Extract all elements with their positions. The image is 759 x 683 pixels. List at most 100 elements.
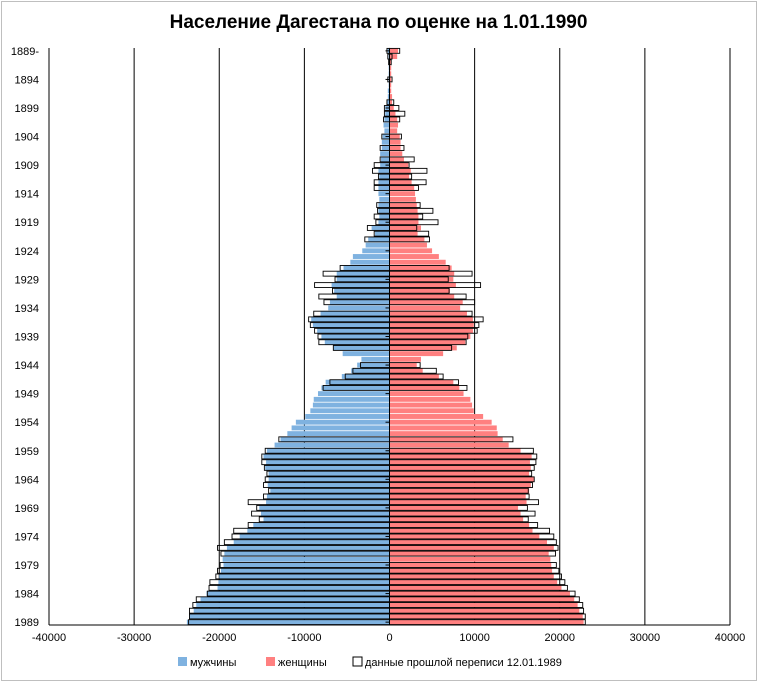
bar-female: [389, 339, 466, 345]
bar-female: [389, 105, 394, 111]
bar-female: [389, 271, 455, 277]
bar-female: [389, 402, 473, 408]
bar-female: [389, 362, 417, 368]
bar-female: [389, 613, 583, 619]
bar-female: [389, 248, 433, 254]
bar-female: [389, 562, 552, 568]
bar-male: [233, 539, 390, 545]
bar-male: [379, 196, 390, 202]
bar-female: [389, 294, 455, 299]
bar-female: [389, 225, 421, 231]
bar-male: [305, 414, 390, 419]
bar-female: [389, 596, 575, 602]
y-tick-label: 1979: [15, 560, 39, 572]
bar-male: [217, 585, 390, 591]
bar-female: [389, 322, 474, 328]
bar-female: [389, 414, 484, 419]
bar-female: [389, 431, 498, 437]
bar-female: [389, 511, 521, 517]
bar-female: [389, 316, 473, 322]
bar-female: [389, 471, 530, 477]
y-tick-label: 1929: [15, 274, 39, 286]
bar-male: [336, 276, 390, 282]
bar-female: [389, 385, 460, 391]
bar-female: [389, 185, 415, 191]
bar-male: [362, 248, 390, 254]
bar-female: [389, 334, 471, 339]
bar-male: [357, 362, 390, 368]
y-tick-label: 1989: [15, 617, 39, 629]
bar-female: [389, 533, 540, 539]
bar-male: [328, 305, 390, 311]
bar-male: [317, 328, 390, 334]
y-tick-label: 1984: [15, 589, 39, 601]
bar-female: [389, 282, 456, 288]
bar-female: [389, 48, 399, 54]
bar-male: [381, 139, 390, 145]
bar-male: [253, 522, 390, 528]
bar-female: [389, 602, 578, 608]
bar-male: [321, 385, 390, 391]
bar-male: [224, 551, 390, 557]
bar-male: [291, 425, 390, 431]
bar-female: [389, 619, 584, 625]
bar-female: [389, 608, 580, 614]
bar-male: [334, 288, 390, 294]
bar-female: [389, 116, 398, 122]
bar-female: [389, 71, 392, 77]
bar-female: [389, 156, 404, 162]
bar-female: [389, 425, 497, 431]
bar-female: [389, 196, 416, 202]
bar-male: [351, 368, 390, 374]
bar-female: [389, 122, 399, 128]
bar-female: [389, 591, 570, 597]
bar-male: [333, 345, 390, 351]
y-tick-label: 1904: [15, 132, 39, 144]
bar-male: [313, 396, 390, 402]
y-tick-label: 1909: [15, 160, 39, 172]
bar-male: [320, 311, 390, 317]
bar-male: [325, 379, 390, 385]
bar-male: [380, 151, 390, 157]
bar-female: [389, 505, 519, 511]
bar-male: [343, 265, 390, 271]
bar-male: [219, 573, 390, 579]
bar-male: [381, 145, 390, 151]
bar-female: [389, 328, 473, 334]
y-tick-label: 1944: [15, 360, 39, 372]
bar-male: [365, 242, 390, 248]
bar-male: [222, 556, 390, 562]
bar-male: [336, 294, 390, 299]
bar-male: [263, 516, 390, 522]
bar-male: [259, 505, 390, 511]
bar-female: [389, 94, 393, 100]
bar-male: [189, 613, 390, 619]
legend-swatch-female: [266, 657, 275, 666]
bar-female: [389, 396, 471, 402]
bar-female: [389, 54, 398, 60]
bar-male: [386, 99, 390, 105]
bar-male: [263, 454, 390, 459]
bar-female: [389, 162, 409, 168]
x-tick-label: -10000: [287, 632, 321, 644]
bar-male: [223, 562, 390, 568]
bar-male: [384, 116, 390, 122]
bar-female: [389, 516, 524, 522]
bar-male: [266, 459, 390, 465]
bar-female: [389, 374, 439, 379]
bar-female: [389, 356, 421, 362]
y-tick-label: 1899: [15, 103, 39, 115]
y-tick-label: 1969: [15, 503, 39, 515]
bar-male: [321, 334, 390, 339]
bar-male: [378, 219, 390, 225]
bar-male: [384, 128, 390, 134]
bar-female: [389, 231, 418, 237]
y-tick-label: 1974: [15, 531, 39, 543]
bar-male: [266, 499, 390, 505]
x-tick-label: 20000: [544, 632, 575, 644]
bar-male: [274, 442, 390, 448]
bar-female: [389, 179, 412, 185]
bar-male: [193, 608, 390, 614]
bar-male: [336, 271, 390, 277]
bar-female: [389, 499, 527, 505]
